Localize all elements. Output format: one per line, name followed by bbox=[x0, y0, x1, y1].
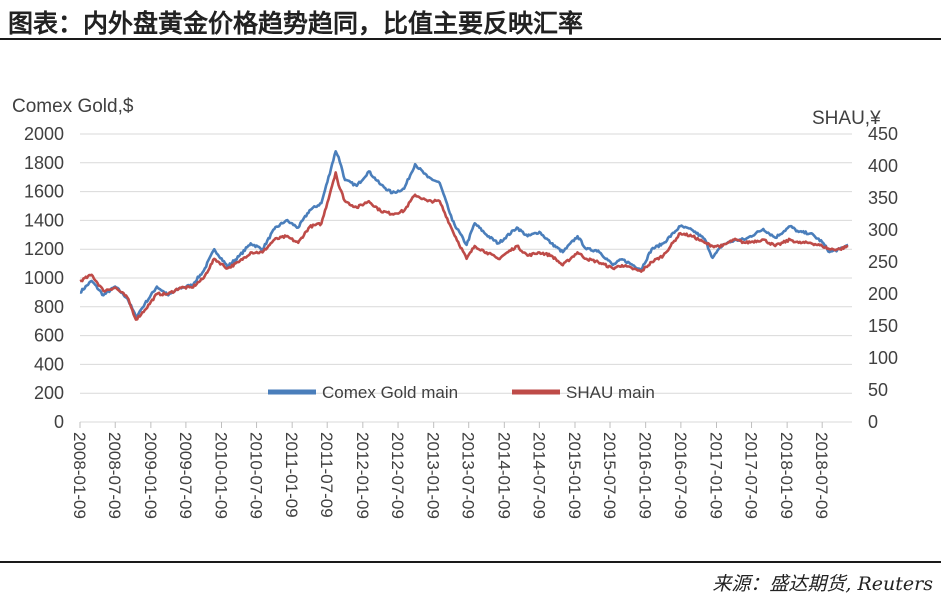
left-axis-ticks: 0 200 400 600 800 1000 1200 1400 1600 1800 2000 bbox=[24, 124, 64, 432]
chart-canvas: 0 200 400 600 800 1000 1200 1400 1600 1800 2000 0 5… bbox=[12, 96, 898, 519]
x-axis-ticks: 2008-01-09 2008-07-09 2009-01-09 2009-07-09… bbox=[70, 422, 831, 519]
right-tick-label: 250 bbox=[868, 252, 898, 272]
right-tick-label: 0 bbox=[868, 412, 878, 432]
left-tick-label: 0 bbox=[54, 412, 64, 432]
left-tick-label: 1400 bbox=[24, 210, 64, 230]
x-tick-label: 2009-01-09 bbox=[141, 432, 160, 519]
right-tick-label: 450 bbox=[868, 124, 898, 144]
right-tick-label: 200 bbox=[868, 284, 898, 304]
x-tick-label: 2010-07-09 bbox=[247, 432, 266, 519]
x-tick-label: 2013-07-09 bbox=[459, 432, 478, 519]
right-tick-label: 50 bbox=[868, 380, 888, 400]
x-tick-label: 2018-01-09 bbox=[777, 432, 796, 519]
x-tick-label: 2017-07-09 bbox=[742, 432, 761, 519]
x-tick-label: 2018-07-09 bbox=[812, 432, 831, 519]
series-lines bbox=[79, 150, 849, 321]
left-tick-label: 1800 bbox=[24, 153, 64, 173]
legend-label-comex: Comex Gold main bbox=[322, 383, 458, 402]
x-tick-label: 2016-07-09 bbox=[671, 432, 690, 519]
chart-title: 图表：内外盘黄金价格趋势趋同，比值主要反映汇率 bbox=[8, 9, 584, 38]
x-tick-label: 2008-07-09 bbox=[105, 432, 124, 519]
x-tick-label: 2015-07-09 bbox=[600, 432, 619, 519]
x-tick-label: 2008-01-09 bbox=[70, 432, 89, 519]
x-tick-label: 2015-01-09 bbox=[565, 432, 584, 519]
left-tick-label: 200 bbox=[34, 383, 64, 403]
top-rule bbox=[0, 38, 941, 40]
left-tick-label: 400 bbox=[34, 354, 64, 374]
x-tick-label: 2013-01-09 bbox=[424, 432, 443, 519]
x-tick-label: 2017-01-09 bbox=[706, 432, 725, 519]
right-tick-label: 400 bbox=[868, 156, 898, 176]
x-tick-label: 2012-07-09 bbox=[388, 432, 407, 519]
right-tick-label: 150 bbox=[868, 316, 898, 336]
right-axis-ticks: 0 50 100 150 200 250 300 350 400 450 bbox=[868, 124, 898, 432]
source-note: 来源：盛达期货, Reuters bbox=[712, 573, 933, 595]
x-tick-label: 2016-01-09 bbox=[636, 432, 655, 519]
bottom-rule bbox=[0, 561, 941, 563]
x-tick-label: 2011-07-09 bbox=[317, 432, 336, 518]
left-tick-label: 1000 bbox=[24, 268, 64, 288]
right-tick-label: 100 bbox=[868, 348, 898, 368]
x-tick-label: 2009-07-09 bbox=[176, 432, 195, 519]
x-tick-label: 2010-01-09 bbox=[212, 432, 231, 519]
series-line-shau bbox=[79, 171, 849, 321]
x-tick-label: 2011-01-09 bbox=[282, 432, 301, 518]
right-tick-label: 300 bbox=[868, 220, 898, 240]
legend-label-shau: SHAU main bbox=[566, 383, 655, 402]
right-tick-label: 350 bbox=[868, 188, 898, 208]
x-tick-label: 2014-07-09 bbox=[529, 432, 548, 519]
left-tick-label: 600 bbox=[34, 326, 64, 346]
series-line-comex bbox=[79, 150, 849, 319]
x-tick-label: 2012-01-09 bbox=[353, 432, 372, 519]
left-axis-label: Comex Gold,$ bbox=[12, 96, 134, 117]
legend: Comex Gold main SHAU main bbox=[268, 383, 655, 402]
left-tick-label: 1200 bbox=[24, 239, 64, 259]
gridlines bbox=[80, 133, 852, 423]
x-tick-label: 2014-01-09 bbox=[494, 432, 513, 519]
left-tick-label: 800 bbox=[34, 297, 64, 317]
right-axis-label: SHAU,¥ bbox=[812, 108, 881, 129]
left-tick-label: 2000 bbox=[24, 124, 64, 144]
left-tick-label: 1600 bbox=[24, 182, 64, 202]
